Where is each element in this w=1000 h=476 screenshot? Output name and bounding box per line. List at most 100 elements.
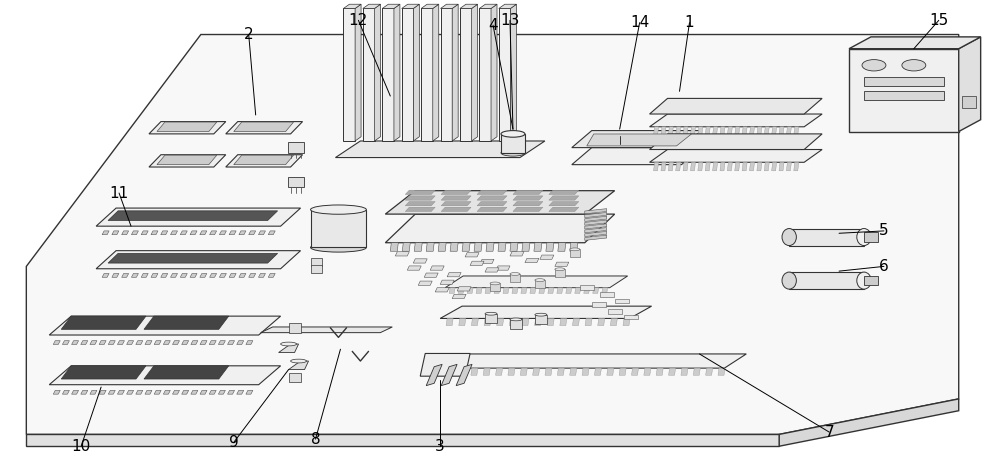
- Polygon shape: [585, 318, 592, 326]
- Polygon shape: [485, 268, 499, 272]
- Polygon shape: [510, 4, 516, 141]
- Ellipse shape: [535, 313, 547, 316]
- Text: 7: 7: [824, 425, 834, 439]
- Ellipse shape: [857, 272, 871, 289]
- Polygon shape: [173, 341, 179, 345]
- Polygon shape: [585, 212, 607, 218]
- Polygon shape: [62, 390, 69, 394]
- Polygon shape: [209, 390, 216, 394]
- Polygon shape: [499, 9, 510, 141]
- Polygon shape: [496, 266, 510, 270]
- Polygon shape: [585, 208, 607, 214]
- Polygon shape: [572, 148, 701, 165]
- Polygon shape: [81, 390, 88, 394]
- Polygon shape: [226, 121, 303, 134]
- Polygon shape: [102, 274, 109, 278]
- Polygon shape: [654, 127, 659, 135]
- Polygon shape: [127, 390, 134, 394]
- Polygon shape: [363, 4, 380, 9]
- Polygon shape: [557, 368, 564, 375]
- Polygon shape: [477, 207, 507, 211]
- Polygon shape: [112, 231, 119, 235]
- Bar: [864, 91, 944, 100]
- Polygon shape: [81, 341, 88, 345]
- Polygon shape: [261, 327, 392, 333]
- Polygon shape: [460, 9, 472, 141]
- Polygon shape: [171, 274, 177, 278]
- Polygon shape: [849, 37, 981, 49]
- Polygon shape: [421, 9, 433, 141]
- Polygon shape: [491, 4, 497, 141]
- Text: 2: 2: [244, 27, 254, 42]
- Polygon shape: [311, 209, 366, 248]
- Polygon shape: [525, 258, 539, 263]
- Bar: [289, 323, 301, 333]
- Polygon shape: [483, 368, 490, 375]
- Polygon shape: [513, 196, 543, 200]
- Polygon shape: [545, 368, 552, 375]
- Text: 6: 6: [879, 259, 889, 274]
- Polygon shape: [229, 231, 236, 235]
- Polygon shape: [161, 231, 168, 235]
- Bar: [864, 276, 878, 285]
- Polygon shape: [446, 318, 453, 326]
- Text: 4: 4: [488, 18, 498, 32]
- Polygon shape: [343, 9, 355, 141]
- Polygon shape: [650, 149, 822, 162]
- Polygon shape: [154, 390, 161, 394]
- Polygon shape: [585, 220, 607, 225]
- Polygon shape: [794, 162, 799, 171]
- Polygon shape: [112, 274, 119, 278]
- Polygon shape: [144, 316, 229, 329]
- Polygon shape: [619, 368, 626, 375]
- Polygon shape: [496, 368, 503, 375]
- Polygon shape: [402, 4, 419, 9]
- Polygon shape: [108, 341, 115, 345]
- Polygon shape: [779, 399, 959, 446]
- Polygon shape: [49, 316, 281, 335]
- Polygon shape: [136, 341, 143, 345]
- Polygon shape: [549, 196, 579, 200]
- Polygon shape: [735, 162, 740, 171]
- Polygon shape: [355, 4, 361, 141]
- Polygon shape: [102, 231, 109, 235]
- Polygon shape: [246, 390, 253, 394]
- Polygon shape: [607, 368, 614, 375]
- Polygon shape: [385, 191, 615, 214]
- Polygon shape: [200, 231, 207, 235]
- Polygon shape: [705, 127, 710, 135]
- Bar: [510, 319, 522, 329]
- Polygon shape: [228, 390, 235, 394]
- Polygon shape: [480, 259, 494, 264]
- Polygon shape: [421, 4, 439, 9]
- Polygon shape: [471, 368, 478, 375]
- Polygon shape: [228, 341, 235, 345]
- Polygon shape: [219, 274, 226, 278]
- Polygon shape: [513, 190, 543, 195]
- Polygon shape: [683, 162, 688, 171]
- Polygon shape: [690, 162, 695, 171]
- Polygon shape: [441, 4, 458, 9]
- Polygon shape: [390, 243, 398, 251]
- Polygon shape: [779, 127, 784, 135]
- Polygon shape: [61, 366, 146, 379]
- Polygon shape: [789, 228, 864, 246]
- Text: 3: 3: [435, 439, 445, 454]
- Polygon shape: [555, 262, 569, 267]
- Polygon shape: [510, 243, 518, 251]
- Polygon shape: [190, 274, 197, 278]
- Polygon shape: [650, 134, 822, 149]
- Polygon shape: [161, 274, 168, 278]
- Polygon shape: [477, 196, 507, 200]
- Polygon shape: [26, 35, 959, 435]
- Polygon shape: [268, 274, 275, 278]
- Polygon shape: [764, 162, 769, 171]
- Polygon shape: [413, 259, 427, 263]
- Polygon shape: [585, 231, 607, 237]
- Polygon shape: [513, 201, 543, 206]
- Circle shape: [862, 60, 886, 71]
- Text: 15: 15: [929, 13, 948, 28]
- Bar: [288, 142, 304, 153]
- Polygon shape: [501, 134, 525, 153]
- Polygon shape: [90, 390, 97, 394]
